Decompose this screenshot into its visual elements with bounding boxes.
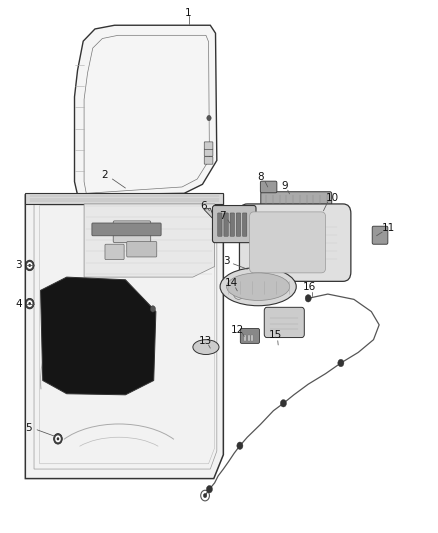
Text: 12: 12 — [231, 325, 244, 335]
FancyBboxPatch shape — [113, 221, 151, 243]
FancyBboxPatch shape — [264, 308, 304, 337]
Text: 11: 11 — [382, 223, 396, 233]
FancyBboxPatch shape — [218, 213, 222, 236]
Circle shape — [27, 262, 32, 269]
Text: 9: 9 — [281, 181, 288, 191]
FancyBboxPatch shape — [240, 204, 351, 281]
Circle shape — [305, 295, 311, 302]
Circle shape — [236, 289, 242, 297]
Circle shape — [25, 298, 34, 309]
FancyBboxPatch shape — [250, 212, 325, 273]
Polygon shape — [204, 208, 215, 221]
FancyBboxPatch shape — [230, 213, 234, 236]
Polygon shape — [84, 204, 215, 277]
FancyBboxPatch shape — [236, 213, 240, 236]
FancyBboxPatch shape — [105, 244, 124, 260]
FancyBboxPatch shape — [372, 226, 388, 244]
FancyBboxPatch shape — [240, 328, 259, 343]
Text: 13: 13 — [198, 336, 212, 346]
FancyBboxPatch shape — [260, 181, 277, 193]
FancyBboxPatch shape — [224, 213, 228, 236]
FancyBboxPatch shape — [204, 157, 213, 164]
Circle shape — [55, 435, 61, 442]
Circle shape — [237, 442, 243, 449]
Circle shape — [338, 359, 344, 367]
Text: 8: 8 — [258, 172, 264, 182]
Text: 6: 6 — [201, 200, 207, 211]
Circle shape — [27, 300, 32, 307]
Circle shape — [280, 400, 286, 407]
Bar — [251, 335, 253, 341]
Text: 4: 4 — [15, 298, 22, 309]
FancyBboxPatch shape — [204, 149, 213, 156]
Circle shape — [53, 433, 62, 444]
Bar — [244, 335, 247, 341]
Text: 14: 14 — [225, 278, 238, 288]
Text: 3: 3 — [15, 261, 22, 270]
Text: 1: 1 — [185, 8, 192, 18]
Ellipse shape — [193, 340, 219, 354]
Polygon shape — [41, 277, 156, 395]
Circle shape — [28, 302, 31, 305]
Circle shape — [150, 306, 155, 312]
Polygon shape — [74, 25, 217, 195]
Text: 3: 3 — [223, 256, 230, 266]
Circle shape — [57, 437, 59, 440]
Bar — [248, 335, 250, 341]
Text: 2: 2 — [102, 171, 108, 180]
FancyBboxPatch shape — [204, 142, 213, 149]
Text: 10: 10 — [325, 192, 339, 203]
Polygon shape — [25, 193, 223, 204]
Ellipse shape — [226, 273, 290, 301]
Ellipse shape — [220, 268, 296, 306]
FancyBboxPatch shape — [212, 206, 256, 243]
FancyBboxPatch shape — [243, 213, 247, 236]
Circle shape — [25, 260, 34, 271]
FancyBboxPatch shape — [127, 241, 157, 257]
FancyBboxPatch shape — [261, 192, 332, 208]
Polygon shape — [25, 195, 223, 479]
Circle shape — [28, 264, 31, 267]
Circle shape — [207, 115, 211, 120]
Text: 15: 15 — [269, 330, 282, 341]
FancyBboxPatch shape — [92, 223, 161, 236]
Circle shape — [203, 494, 207, 498]
Text: 16: 16 — [303, 281, 316, 292]
Text: 7: 7 — [219, 211, 226, 221]
Circle shape — [206, 486, 212, 493]
Text: 5: 5 — [25, 423, 32, 433]
